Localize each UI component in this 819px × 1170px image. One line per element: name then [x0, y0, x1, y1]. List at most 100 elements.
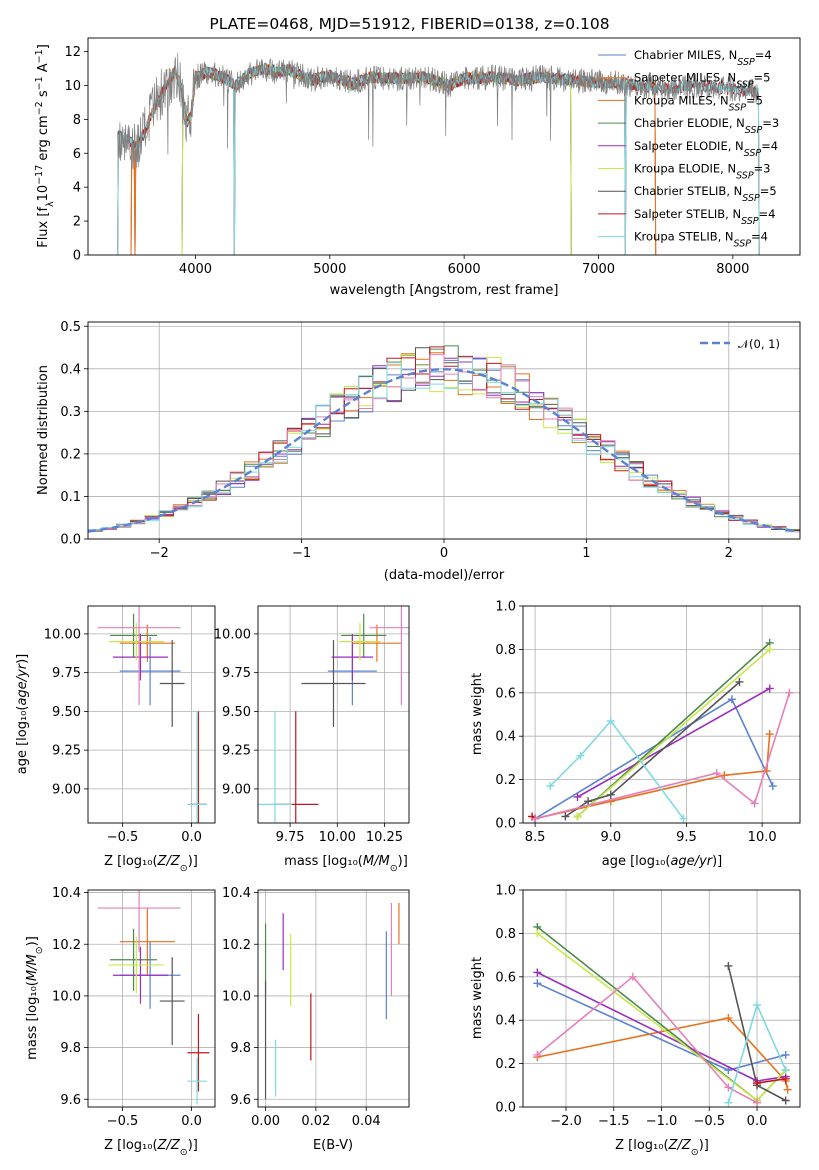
mass-weight-line	[549, 719, 685, 820]
label-part: =4	[751, 230, 768, 244]
label-part: )]	[712, 854, 722, 869]
x-tick-label: −2.0	[550, 1114, 582, 1129]
axes-age-vs-mass: 9.75 10.00 10.25 9.00 9.25 9.50 9.75 10.00 mass …	[214, 605, 410, 874]
label-part: A	[36, 63, 51, 76]
y-axis-label: age [log₁₀(age/yr)]	[15, 654, 30, 775]
plus-marker	[573, 812, 582, 821]
label-part: ]	[36, 44, 51, 49]
y-axis-label: mass weight	[470, 673, 485, 755]
x-tick-label: −0.5	[107, 830, 139, 845]
mass-weight-line	[756, 1078, 786, 1084]
y-tick-label: 0.1	[60, 490, 81, 505]
plus-marker	[735, 677, 744, 686]
x-tick-label: −1.0	[646, 1114, 678, 1129]
normal-reference-curve	[88, 368, 798, 533]
y-axis-label: mass weight	[470, 957, 485, 1039]
plot-area	[88, 345, 800, 533]
label-part: SSP	[736, 170, 754, 181]
x-tick-label: 9.5	[676, 830, 697, 845]
plus-marker	[533, 979, 542, 988]
legend-label: Chabrier MILES, NSSP=4	[634, 48, 772, 68]
axes-mass-vs-EBV: 0.00 0.02 0.04 9.6 9.8 10.0 10.2 10.4 E(B-V)	[222, 886, 410, 1153]
y-tick-label: 0.0	[495, 817, 516, 832]
plus-marker	[781, 1066, 790, 1075]
x-tick-label: −1	[292, 546, 311, 561]
plus-marker	[753, 1098, 762, 1107]
label-part: )]	[15, 654, 30, 664]
plus-marker	[753, 1001, 762, 1010]
label-part: Kroupa ELODIE, N	[634, 162, 736, 176]
label-part: Flux [f	[36, 207, 51, 248]
label-part: ⊙	[180, 1147, 188, 1158]
y-tick-label: 10.00	[44, 627, 81, 642]
y-tick-label: 2	[73, 215, 81, 230]
label-part: M/M	[25, 954, 40, 981]
plus-marker	[765, 730, 774, 739]
label-part: Z [log₁₀(	[104, 1138, 157, 1153]
x-tick-label: 9.75	[276, 830, 305, 845]
x-tick-label: 10.25	[366, 830, 403, 845]
plot-area	[97, 606, 207, 823]
plus-marker	[724, 961, 733, 970]
y-tick-label: 9.75	[52, 666, 81, 681]
legend-label: Salpeter MILES, NSSP=5	[634, 71, 771, 91]
plus-marker	[781, 1096, 790, 1105]
model-spectrum-line	[130, 63, 657, 255]
plot-area	[258, 606, 409, 823]
label-part: )]	[699, 1138, 709, 1153]
x-tick-label: −2	[150, 546, 169, 561]
y-tick-label: 0.4	[60, 362, 81, 377]
legend-label: Chabrier ELODIE, NSSP=3	[634, 116, 779, 136]
y-tick-label: 9.00	[222, 782, 251, 797]
plus-marker	[712, 769, 721, 778]
y-axis-label: Flux [fλ10−17 erg cm−2 s−1 A−1]	[34, 44, 56, 248]
y-tick-label: 0.3	[60, 405, 81, 420]
plot-area	[533, 922, 792, 1107]
legend-label: Salpeter ELODIE, NSSP=4	[634, 139, 778, 159]
label-part: )]	[398, 854, 408, 869]
model-spectrum-line	[130, 63, 657, 255]
label-part: −1	[34, 49, 45, 63]
plus-marker	[750, 799, 759, 808]
plus-marker	[765, 645, 774, 654]
label-part: SSP	[737, 57, 755, 68]
y-tick-label: 0	[73, 249, 81, 264]
y-tick-label: 9.25	[222, 744, 251, 759]
label-part: SSP	[729, 102, 747, 113]
x-tick-label: 0.02	[301, 1114, 330, 1129]
x-axis-label: wavelength [Angstrom, rest frame]	[330, 283, 559, 298]
plus-marker	[561, 812, 570, 821]
model-spectrum-line	[181, 62, 572, 255]
label-part: Kroupa MILES, N	[634, 93, 729, 107]
label-part: ⊙	[180, 863, 188, 874]
label-part: mass [log₁₀(	[25, 981, 40, 1060]
x-tick-label: 9.0	[600, 830, 621, 845]
x-axis-label: Z [log₁₀(Z/Z⊙)]	[104, 854, 198, 874]
plus-marker	[781, 1050, 790, 1059]
label-part: M/M	[363, 854, 390, 869]
axes-age-vs-Z: −0.5 0.0 9.00 9.25 9.50 9.75 10.00 Z [log₁₀(Z/Z…	[15, 605, 216, 874]
x-tick-label: 1	[582, 546, 590, 561]
label-part: =3	[762, 116, 779, 130]
axes-frame	[87, 37, 801, 256]
axes-frame	[257, 889, 410, 1108]
y-tick-label: 9.6	[230, 1093, 251, 1108]
y-axis-label: Normed distribution	[36, 365, 51, 495]
y-tick-label: 10.2	[222, 938, 251, 953]
plus-marker	[765, 684, 774, 693]
x-tick-label: 6000	[448, 262, 481, 277]
plus-marker	[785, 688, 794, 697]
y-tick-label: 9.6	[60, 1093, 81, 1108]
x-tick-label: 0.04	[352, 1114, 381, 1129]
label-part: Chabrier MILES, N	[634, 48, 737, 62]
x-tick-label: 4000	[179, 262, 212, 277]
x-axis-label: mass [log₁₀(M/M⊙)]	[284, 854, 408, 874]
label-part: SSP	[734, 238, 752, 249]
y-tick-label: 0.6	[495, 686, 516, 701]
label-part: 10	[36, 185, 51, 202]
legend-label: Kroupa STELIB, NSSP=4	[634, 230, 768, 250]
y-tick-label: 1.0	[495, 884, 516, 899]
plus-marker	[531, 814, 540, 823]
plus-marker	[724, 1098, 733, 1107]
legend-label: Chabrier STELIB, NSSP=5	[634, 184, 777, 204]
